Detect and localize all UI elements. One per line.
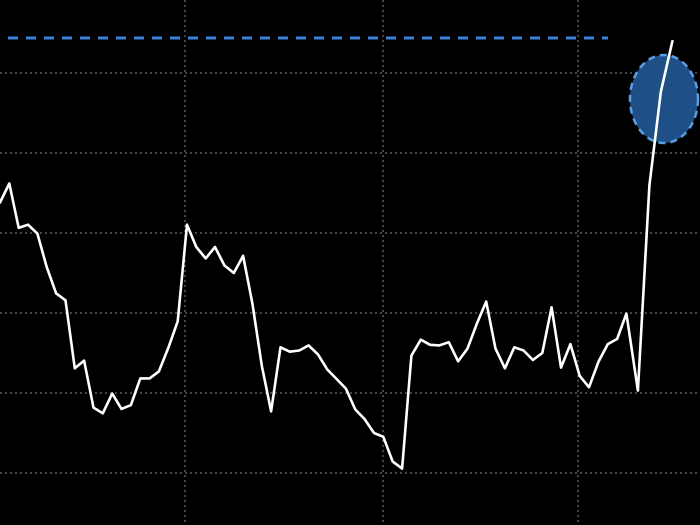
series-line [0, 39, 674, 470]
highlight-group [628, 53, 700, 145]
series-group [0, 39, 674, 470]
highlight-ellipse [628, 53, 700, 145]
